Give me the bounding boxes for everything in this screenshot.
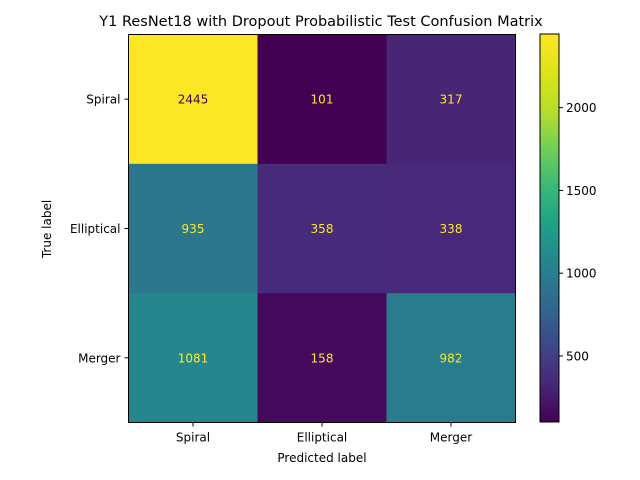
colorbar-tick-label: 2000 [566, 101, 597, 115]
x-tick-label: Merger [430, 431, 472, 445]
matrix-cell [128, 34, 258, 165]
x-axis-label: Predicted label [277, 451, 366, 465]
cell-value-label: 158 [311, 351, 334, 365]
cell-value-label: 101 [311, 93, 334, 107]
y-tick-label: Elliptical [70, 222, 121, 236]
matrix-cell [386, 163, 516, 294]
cell-value-label: 317 [440, 93, 463, 107]
x-axis-ticks: Spiral Elliptical Merger [176, 422, 472, 445]
matrix-cell [386, 293, 516, 423]
cell-value-label: 935 [182, 222, 205, 236]
colorbar-tick-label: 500 [566, 349, 589, 363]
cell-value-label: 338 [440, 222, 463, 236]
y-axis-label: True label [40, 200, 54, 259]
colorbar-ticks: 500 1000 1500 2000 [559, 101, 597, 363]
matrix-cell [128, 293, 258, 423]
y-tick-label: Spiral [86, 93, 120, 107]
matrix-cell [128, 163, 258, 294]
y-axis-ticks: Spiral Elliptical Merger [70, 93, 129, 365]
cell-value-label: 1081 [178, 351, 209, 365]
matrix-cells: 2445 101 317 935 358 338 1081 158 982 [128, 34, 516, 423]
matrix-cell [257, 293, 387, 423]
matrix-cell [257, 34, 387, 165]
x-tick-label: Elliptical [297, 431, 348, 445]
chart-title: Y1 ResNet18 with Dropout Probabilistic T… [98, 14, 543, 30]
colorbar-tick-label: 1500 [566, 184, 597, 198]
matrix-cell [257, 163, 387, 294]
y-tick-label: Merger [78, 351, 120, 365]
colorbar-tick-label: 1000 [566, 267, 597, 281]
x-tick-label: Spiral [176, 431, 210, 445]
cell-value-label: 2445 [178, 93, 209, 107]
cell-value-label: 358 [311, 222, 334, 236]
matrix-cell [386, 34, 516, 165]
cell-value-label: 982 [440, 351, 463, 365]
colorbar [539, 33, 560, 423]
